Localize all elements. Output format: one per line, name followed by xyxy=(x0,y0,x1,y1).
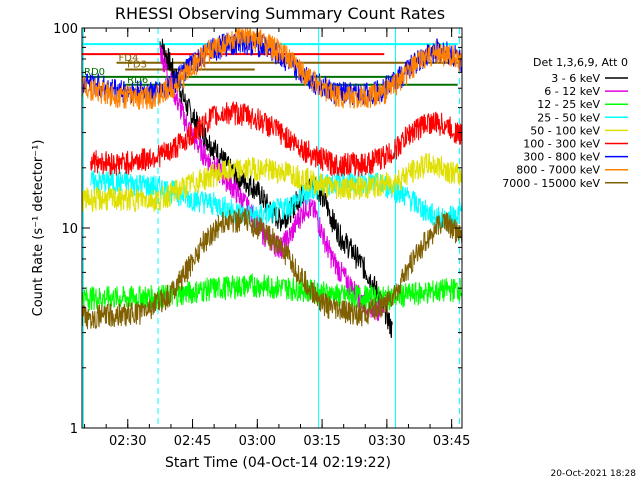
series-line-7 xyxy=(82,28,462,110)
state-bar-label-2: FD4 xyxy=(119,53,139,64)
y-tick-label-0: 1 xyxy=(70,422,78,437)
legend-title: Det 1,3,6,9, Att 0 xyxy=(533,56,628,69)
y-tick-label-1: 10 xyxy=(61,222,78,237)
series-line-8 xyxy=(82,208,462,330)
y-axis-label: Count Rate (s⁻¹ detector⁻¹) xyxy=(31,140,46,317)
legend-label-4: 50 - 100 keV xyxy=(530,124,600,137)
state-bar-label-4: RD0 xyxy=(84,67,105,78)
x-tick-label-5: 03:45 xyxy=(433,434,470,449)
chart-title: RHESSI Observing Summary Count Rates xyxy=(115,4,445,23)
x-axis-label: Start Time (04-Oct-14 02:19:22) xyxy=(165,455,391,471)
x-tick-label-3: 03:15 xyxy=(303,434,340,449)
legend-label-6: 300 - 800 keV xyxy=(523,151,600,164)
axes: 1 10 100 02:30 02:45 03:00 03:15 03:30 03:45 xyxy=(53,22,470,449)
x-tick-label-0: 02:30 xyxy=(109,434,146,449)
state-bar-label-3: FD3 xyxy=(127,60,147,71)
legend-label-1: 6 - 12 keV xyxy=(544,85,600,98)
plot-inner xyxy=(82,28,462,428)
series-line-5 xyxy=(90,101,462,177)
series-line-4 xyxy=(82,152,462,213)
x-tick-label-1: 02:45 xyxy=(174,434,211,449)
legend-label-3: 25 - 50 keV xyxy=(537,111,600,124)
legend-label-0: 3 - 6 keV xyxy=(551,72,600,85)
legend-label-7: 800 - 7000 keV xyxy=(516,164,600,177)
legend-label-5: 100 - 300 keV xyxy=(523,138,600,151)
x-tick-label-4: 03:30 xyxy=(368,434,405,449)
y-tick-label-2: 100 xyxy=(53,22,78,37)
legend-label-8: 7000 - 15000 keV xyxy=(502,177,600,190)
legend-label-2: 12 - 25 keV xyxy=(537,98,600,111)
series-line-3 xyxy=(90,169,462,232)
x-tick-label-2: 03:00 xyxy=(239,434,276,449)
state-bar-label-5: RD6 xyxy=(127,75,148,86)
footer-date: 20-Oct-2021 18:28 xyxy=(551,469,637,479)
